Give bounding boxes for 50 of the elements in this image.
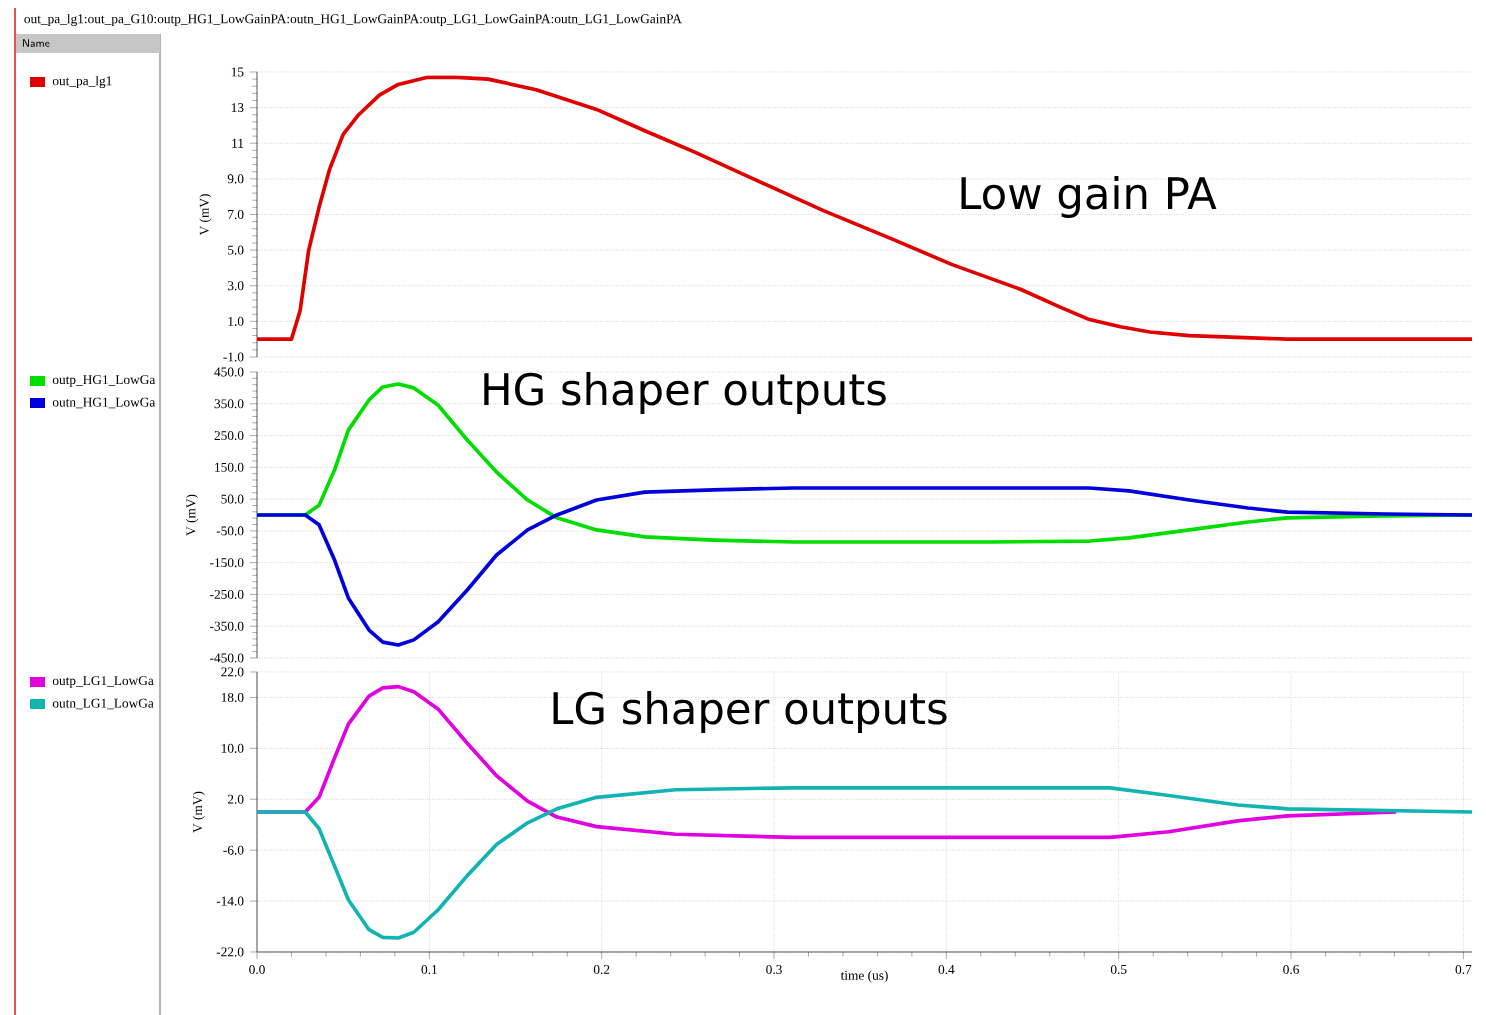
y-tick-label: -250.0	[210, 589, 244, 599]
annotation: Low gain PA	[961, 176, 1217, 218]
x-tick-label: 0.4	[938, 964, 955, 975]
y-tick-label: 250.0	[214, 431, 244, 441]
y-axis-title: V (mV)	[199, 194, 212, 236]
x-tick-label: 0.0	[249, 964, 265, 975]
x-tick-label: 0.1	[421, 964, 437, 975]
y-axis-title: V (mV)	[186, 494, 199, 536]
y-tick-label: 11	[232, 138, 244, 148]
x-tick-label: 0.5	[1110, 964, 1127, 975]
y-tick-label: -350.0	[210, 621, 244, 631]
y-tick-label: 18.0	[221, 692, 244, 702]
line-series	[257, 75, 1473, 342]
y-tick-label: -14.0	[216, 896, 244, 906]
annotation: LG shaper outputs	[553, 691, 947, 733]
y-tick-label: 15	[231, 67, 244, 77]
annotation: HG shaper outputs	[484, 372, 886, 414]
legend-label: outp_HG1_LowGa	[52, 375, 156, 387]
y-tick-label: 13	[231, 103, 244, 113]
y-tick-label: -50.0	[216, 526, 244, 536]
y-tick-label: -22.0	[216, 947, 244, 957]
y-tick-label: 450.0	[214, 367, 244, 377]
legend-title: Name	[22, 39, 50, 47]
legend-label: outp_LG1_LowGa	[52, 676, 154, 688]
legend-label: outn_HG1_LowGa	[52, 397, 156, 409]
y-tick-label: 1.0	[228, 316, 244, 326]
y-tick-label: 350.0	[214, 399, 244, 409]
y-tick-label: 9.0	[227, 174, 244, 184]
x-tick-label: 0.6	[1283, 964, 1299, 975]
y-tick-label: 22.0	[221, 667, 244, 677]
y-tick-label: 50.0	[221, 494, 244, 504]
x-axis-title: time (us)	[840, 970, 888, 983]
y-tick-label: 7.0	[228, 209, 244, 219]
y-tick-label: 10.0	[221, 743, 244, 753]
line-series	[257, 785, 1473, 940]
x-tick-label: 0.7	[1455, 964, 1472, 975]
y-tick-label: 5.0	[228, 245, 244, 255]
chart-title: out_pa_lg1:out_pa_G10:outp_HG1_LowGainPA:outn_HG1_LowGainPA:outp_LG1_LowGainPA:outn_LG1_LowGainPA	[24, 13, 682, 27]
y-tick-label: -6.0	[223, 845, 244, 855]
y-tick-label: -450.0	[210, 653, 244, 663]
x-tick-label: 0.2	[593, 964, 610, 975]
y-tick-label: -150.0	[210, 558, 244, 568]
legend-label: outn_LG1_LowGa	[52, 698, 154, 710]
x-tick-label: 0.3	[766, 964, 782, 975]
y-axis-title: V (mV)	[192, 791, 205, 833]
y-tick-label: -1.0	[223, 352, 244, 362]
y-tick-label: 150.0	[215, 462, 244, 472]
y-tick-label: 3.0	[227, 281, 244, 291]
y-tick-label: 2.0	[227, 794, 244, 804]
legend-label: out_pa_lg1	[52, 75, 112, 89]
